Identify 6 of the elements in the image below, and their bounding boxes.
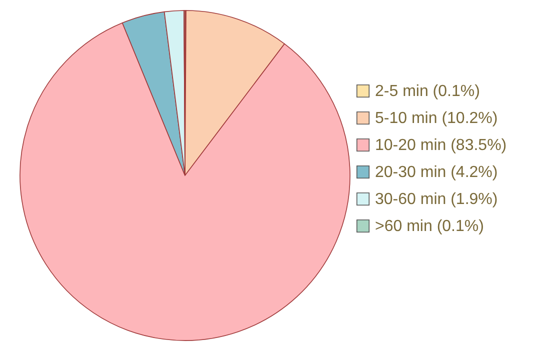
legend-label: 2-5 min (0.1%) — [375, 83, 480, 100]
legend-label: 10-20 min (83.5%) — [375, 137, 507, 154]
legend-label: 20-30 min (4.2%) — [375, 164, 498, 181]
legend-label: >60 min (0.1%) — [375, 218, 484, 235]
legend-label: 5-10 min (10.2%) — [375, 110, 498, 127]
legend-label: 30-60 min (1.9%) — [375, 191, 498, 208]
